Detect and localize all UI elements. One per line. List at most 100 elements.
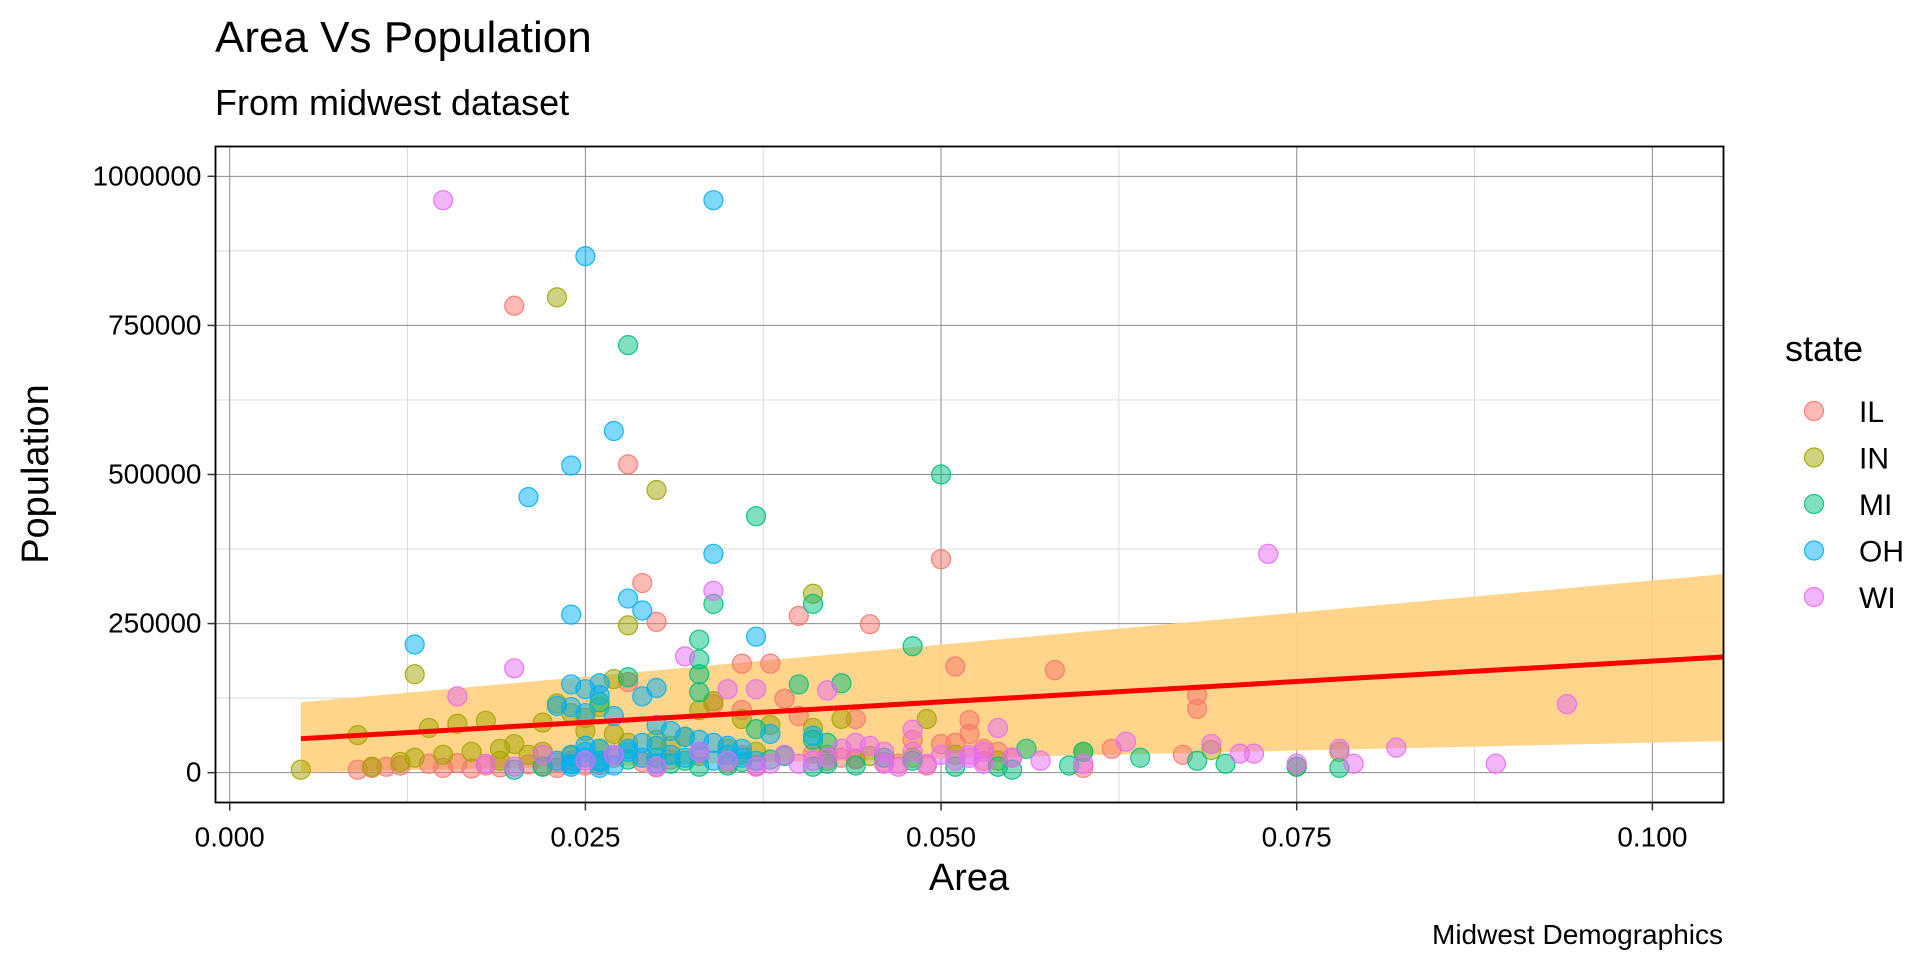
chart-subtitle: From midwest dataset — [215, 82, 569, 123]
legend-key-il — [1803, 400, 1825, 422]
data-point-wi — [987, 717, 1009, 739]
data-point-il — [1044, 660, 1065, 681]
data-point-in — [404, 664, 425, 685]
data-point-wi — [1343, 753, 1364, 774]
data-point-il — [774, 688, 795, 709]
data-point-mi — [689, 629, 710, 650]
data-point-il — [1187, 698, 1208, 719]
data-point-wi — [603, 744, 624, 765]
data-point-oh — [589, 685, 610, 706]
data-point-in — [361, 756, 383, 777]
data-point-mi — [689, 664, 710, 685]
y-tick-label: 500000 — [108, 459, 201, 490]
y-tick-label: 250000 — [108, 608, 201, 639]
data-point-in — [617, 615, 639, 636]
data-point-oh — [617, 588, 639, 609]
data-point-oh — [561, 604, 582, 625]
data-point-il — [760, 653, 781, 674]
data-point-mi — [1215, 753, 1236, 774]
y-tick-label: 750000 — [108, 309, 201, 340]
chart-caption: Midwest Demographics — [1432, 919, 1723, 950]
x-axis: 0.000 0.025 0.050 0.075 0.100 — [195, 802, 1687, 853]
data-point-il — [945, 656, 966, 677]
data-point-oh — [802, 725, 824, 746]
data-point-oh — [703, 190, 724, 211]
data-point-oh — [703, 543, 724, 564]
data-point-wi — [802, 750, 824, 771]
data-point-wi — [817, 680, 838, 701]
data-point-il — [731, 653, 752, 674]
data-point-wi — [1258, 543, 1279, 564]
data-point-wi — [1002, 747, 1023, 768]
data-point-wi — [689, 741, 710, 762]
data-point-il — [859, 614, 881, 635]
data-point-oh — [632, 732, 653, 753]
data-point-il — [504, 295, 525, 316]
data-point-wi — [674, 646, 696, 667]
data-point-in — [703, 691, 724, 712]
legend-label-mi: MI — [1859, 489, 1892, 522]
data-point-mi — [930, 464, 952, 485]
legend-label-il: IL — [1859, 396, 1884, 429]
legend-key-oh — [1803, 540, 1825, 561]
data-point-wi — [902, 741, 923, 762]
data-point-wi — [433, 190, 454, 211]
data-point-il — [617, 454, 639, 475]
data-point-mi — [802, 593, 824, 615]
data-point-wi — [1243, 743, 1265, 764]
data-point-oh — [760, 723, 781, 745]
data-point-oh — [575, 246, 596, 267]
data-point-wi — [1485, 753, 1506, 774]
legend-title: state — [1785, 328, 1863, 369]
legend: state IL IN MI OH WI — [1785, 328, 1904, 615]
data-point-wi — [532, 744, 553, 765]
x-tick-label: 0.000 — [195, 822, 265, 853]
data-point-wi — [1115, 731, 1137, 752]
data-point-wi — [1286, 753, 1307, 774]
data-point-il — [788, 605, 809, 626]
data-point-mi — [845, 755, 866, 776]
data-point-wi — [504, 756, 525, 777]
data-point-wi — [1073, 753, 1094, 774]
data-point-wi — [845, 732, 866, 753]
x-tick-label: 0.100 — [1617, 822, 1687, 853]
trend-line — [300, 654, 1724, 742]
data-point-wi — [1329, 738, 1350, 759]
data-point-wi — [504, 658, 525, 679]
data-point-wi — [717, 750, 738, 771]
data-point-il — [646, 611, 667, 632]
y-axis: 0 250000 500000 750000 1000000 — [92, 160, 216, 788]
data-point-wi — [774, 744, 795, 765]
data-point-oh — [632, 686, 653, 707]
data-point-in — [461, 741, 482, 762]
data-point-oh — [746, 626, 767, 647]
legend-key-mi — [1803, 493, 1825, 515]
data-point-wi — [902, 719, 923, 740]
data-point-mi — [1130, 747, 1151, 768]
x-tick-label: 0.025 — [550, 822, 620, 853]
legend-key-in — [1803, 447, 1825, 468]
data-point-mi — [689, 682, 710, 703]
y-axis-label: Population — [15, 384, 57, 564]
data-point-in — [290, 759, 311, 780]
data-point-oh — [404, 634, 425, 655]
data-point-mi — [902, 636, 923, 657]
chart-title: Area Vs Population — [215, 13, 592, 62]
data-point-in — [916, 708, 937, 730]
data-point-mi — [1016, 738, 1037, 759]
data-point-mi — [1187, 750, 1208, 771]
data-point-il — [959, 723, 980, 745]
data-point-mi — [746, 506, 767, 527]
data-point-wi — [475, 753, 496, 774]
data-point-oh — [632, 600, 653, 621]
legend-label-oh: OH — [1859, 536, 1904, 569]
data-point-wi — [717, 679, 738, 700]
grid — [215, 146, 1724, 803]
data-point-wi — [1201, 733, 1222, 755]
data-point-mi — [617, 667, 639, 688]
data-point-in — [404, 747, 425, 768]
data-point-in — [646, 479, 667, 501]
data-point-wi — [575, 750, 596, 771]
data-point-mi — [617, 334, 639, 356]
